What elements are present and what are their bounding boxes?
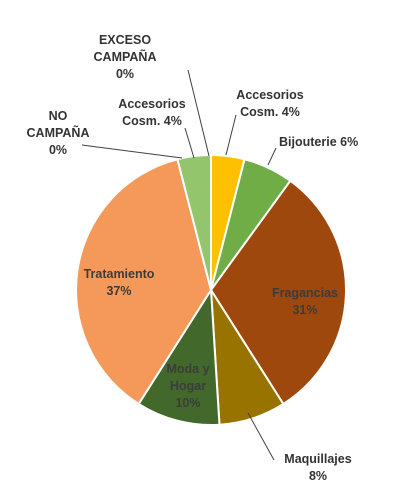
data-label-line: Maquillajes xyxy=(284,452,351,466)
data-label-line: Cosm. 4% xyxy=(240,105,300,119)
data-label-line: 0% xyxy=(49,143,67,157)
pie-slice-7 xyxy=(176,154,212,291)
leader-line-4 xyxy=(247,412,275,461)
data-label-line: 10% xyxy=(175,396,200,410)
data-label-7: Accesorios Cosm. 4% xyxy=(118,97,185,128)
data-label-line: Accesorios xyxy=(236,88,303,102)
data-label-line: 31% xyxy=(292,303,317,317)
data-label-line: 37% xyxy=(106,284,131,298)
data-label-6: Tratamiento 37% xyxy=(84,267,155,298)
leader-line-7 xyxy=(184,127,195,159)
data-label-line: 0% xyxy=(116,67,134,81)
leader-line-9 xyxy=(187,69,210,157)
data-label-line: CAMPAÑA xyxy=(27,125,90,140)
data-label-line: Tratamiento xyxy=(84,267,155,281)
data-label-1: Accesorios Cosm. 4% xyxy=(236,88,303,119)
pie-slice-3 xyxy=(210,179,347,405)
data-label-line: EXCESO xyxy=(99,33,151,47)
data-label-9: EXCESO CAMPAÑA 0% xyxy=(94,33,157,81)
leader-line-2 xyxy=(267,147,277,166)
data-label-line: Accesorios xyxy=(118,97,185,111)
leader-lines xyxy=(81,69,277,461)
data-label-8: NO CAMPAÑA 0% xyxy=(27,109,90,157)
pie-slices xyxy=(75,154,347,426)
data-label-4: Maquillajes 8% xyxy=(284,452,351,483)
leader-line-8 xyxy=(81,144,183,159)
data-label-5: Moda y Hogar 10% xyxy=(166,362,209,410)
pie-slice-6 xyxy=(75,158,212,405)
data-label-3: Fragancias 31% xyxy=(272,286,338,317)
data-label-line: Bijouterie 6% xyxy=(279,135,358,149)
data-label-line: Moda y xyxy=(166,362,209,376)
data-label-2: Bijouterie 6% xyxy=(279,135,358,149)
leader-line-1 xyxy=(225,114,237,156)
data-label-line: Hogar xyxy=(170,379,206,393)
pie-slice-5 xyxy=(137,289,221,426)
data-label-line: NO xyxy=(49,109,68,123)
data-labels: Accesorios Cosm. 4% Bijouterie 6% Fragancia… xyxy=(27,33,359,483)
data-label-line: Fragancias xyxy=(272,286,338,300)
data-label-line: 8% xyxy=(309,469,327,483)
data-label-line: Cosm. 4% xyxy=(122,114,182,128)
data-label-line: CAMPAÑA xyxy=(94,49,157,64)
